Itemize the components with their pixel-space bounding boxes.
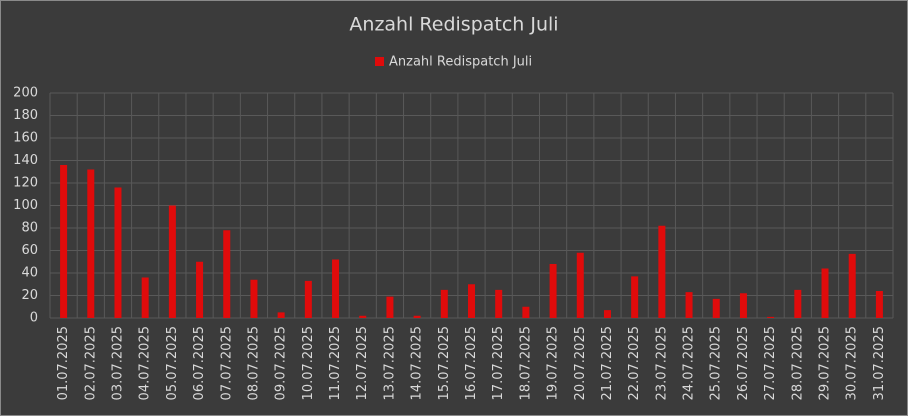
- y-tick-label: 0: [30, 311, 38, 326]
- y-tick-label: 140: [13, 153, 38, 168]
- bar: [767, 316, 775, 318]
- bar: [332, 259, 340, 318]
- x-tick-label: 19.07.2025: [546, 326, 561, 400]
- x-tick-label: 04.07.2025: [138, 326, 153, 400]
- bar: [223, 230, 231, 318]
- bar: [114, 187, 122, 318]
- y-tick-label: 80: [21, 221, 38, 236]
- bar: [685, 292, 693, 318]
- bar: [603, 310, 611, 318]
- x-tick-label: 08.07.2025: [246, 326, 261, 400]
- bar: [359, 315, 367, 318]
- bar: [712, 298, 720, 318]
- x-tick-label: 07.07.2025: [219, 326, 234, 400]
- x-tick-label: 26.07.2025: [736, 326, 751, 400]
- x-tick-label: 13.07.2025: [382, 326, 397, 400]
- bar: [576, 252, 584, 318]
- bar: [549, 264, 557, 318]
- bar: [440, 289, 448, 318]
- bar: [658, 225, 666, 318]
- bar: [522, 306, 530, 318]
- bar: [495, 289, 503, 318]
- x-tick-label: 14.07.2025: [410, 326, 425, 400]
- x-tick-label: 24.07.2025: [682, 326, 697, 400]
- x-tick-label: 03.07.2025: [110, 326, 125, 400]
- bar: [250, 279, 258, 318]
- x-tick-label: 23.07.2025: [654, 326, 669, 400]
- x-tick-label: 09.07.2025: [274, 326, 289, 400]
- x-tick-label: 27.07.2025: [763, 326, 778, 400]
- x-tick-label: 10.07.2025: [301, 326, 316, 400]
- legend-swatch: [375, 57, 384, 66]
- y-tick-label: 120: [13, 176, 38, 191]
- bar: [277, 312, 285, 318]
- bar: [848, 253, 856, 318]
- x-tick-label: 22.07.2025: [627, 326, 642, 400]
- y-tick-label: 200: [13, 86, 38, 101]
- x-tick-label: 11.07.2025: [328, 326, 343, 400]
- x-tick-label: 21.07.2025: [600, 326, 615, 400]
- bar: [739, 293, 747, 318]
- y-tick-label: 60: [21, 243, 38, 258]
- bar: [875, 291, 883, 318]
- x-tick-label: 01.07.2025: [56, 326, 71, 400]
- bar: [168, 205, 176, 318]
- x-tick-label: 17.07.2025: [491, 326, 506, 400]
- x-tick-label: 29.07.2025: [818, 326, 833, 400]
- y-tick-label: 180: [13, 108, 38, 123]
- x-tick-label: 05.07.2025: [165, 326, 180, 400]
- bar: [386, 296, 394, 318]
- bar: [196, 261, 204, 318]
- bar: [87, 169, 95, 318]
- y-tick-label: 20: [21, 288, 38, 303]
- bar: [468, 284, 475, 318]
- chart-title: Anzahl Redispatch Juli: [349, 14, 558, 36]
- x-tick-label: 25.07.2025: [709, 326, 724, 400]
- bar: [60, 165, 68, 318]
- bar: [821, 268, 829, 318]
- bar: [413, 315, 421, 318]
- x-tick-label: 28.07.2025: [790, 326, 805, 400]
- x-tick-label: 18.07.2025: [518, 326, 533, 400]
- x-tick-label: 15.07.2025: [437, 326, 452, 400]
- bar: [794, 289, 802, 318]
- x-tick-label: 06.07.2025: [192, 326, 207, 400]
- y-tick-label: 160: [13, 131, 38, 146]
- x-tick-label: 20.07.2025: [573, 326, 588, 400]
- bar: [631, 276, 639, 318]
- x-tick-label: 30.07.2025: [845, 326, 860, 400]
- x-tick-label: 16.07.2025: [464, 326, 479, 400]
- y-tick-label: 100: [13, 198, 38, 213]
- y-tick-label: 40: [21, 266, 38, 281]
- x-tick-label: 31.07.2025: [872, 326, 887, 400]
- bar: [304, 280, 312, 318]
- legend-label: Anzahl Redispatch Juli: [389, 55, 532, 70]
- x-tick-label: 02.07.2025: [83, 326, 98, 400]
- bar: [141, 277, 149, 318]
- x-tick-label: 12.07.2025: [355, 326, 370, 400]
